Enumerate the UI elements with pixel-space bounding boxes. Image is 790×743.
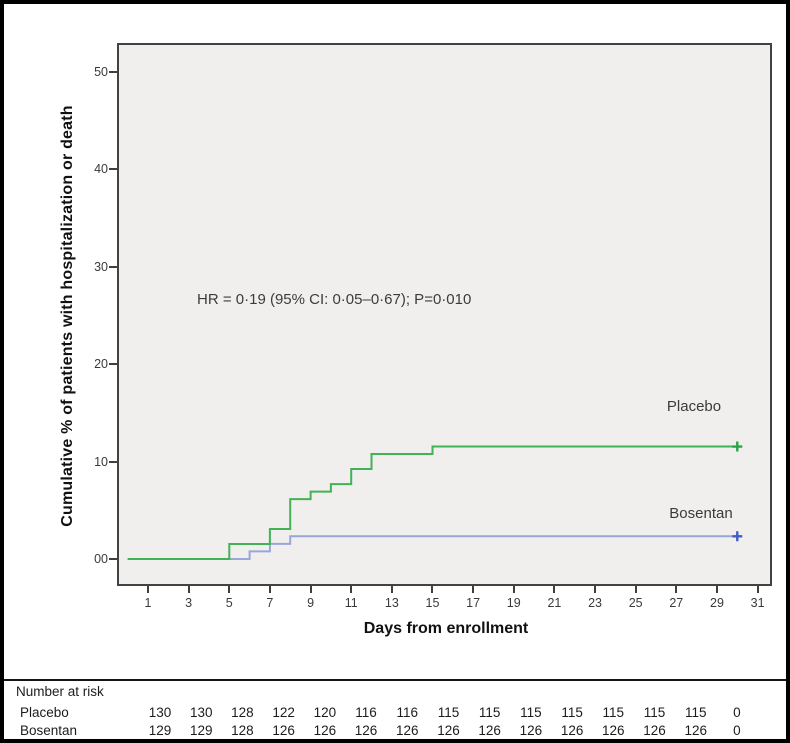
risk-cell: 116 xyxy=(355,705,377,720)
risk-cell: 126 xyxy=(602,723,625,738)
x-tick-label: 31 xyxy=(750,596,765,610)
risk-cell: 126 xyxy=(313,723,337,738)
y-tick-label: 50 xyxy=(94,64,108,79)
x-tick-mark xyxy=(634,586,637,593)
risk-cell: 0 xyxy=(733,723,741,738)
x-tick-mark xyxy=(715,586,718,593)
risk-cell: 126 xyxy=(560,723,584,738)
risk-cell: 115 xyxy=(643,705,666,720)
bosentan-censor-mark-icon xyxy=(732,531,743,542)
risk-cell: 126 xyxy=(643,723,666,738)
risk-cell: 126 xyxy=(272,723,295,738)
x-tick-mark xyxy=(268,586,271,593)
x-tick-mark xyxy=(228,586,231,593)
x-tick-mark xyxy=(187,586,190,593)
y-axis-title: Cumulative % of patients with hospitaliz… xyxy=(59,105,76,527)
x-tick-label: 19 xyxy=(506,596,521,610)
risk-cell: 129 xyxy=(189,723,213,738)
x-tick-label: 3 xyxy=(185,596,193,610)
x-tick-mark xyxy=(309,586,312,593)
x-tick-mark xyxy=(675,586,678,593)
y-tick-label: 00 xyxy=(94,552,108,566)
x-tick-label: 21 xyxy=(547,596,562,610)
x-tick-mark xyxy=(350,586,353,593)
risk-table-title: Number at risk xyxy=(16,684,104,699)
x-tick-label: 25 xyxy=(628,596,643,610)
risk-cell: 130 xyxy=(189,705,213,720)
risk-cell: 126 xyxy=(478,723,501,738)
risk-cell: 122 xyxy=(272,705,295,720)
plot-area xyxy=(117,43,772,586)
risk-cell: 126 xyxy=(354,723,378,738)
risk-cell: 115 xyxy=(602,705,625,720)
x-tick-label: 27 xyxy=(669,596,684,610)
y-tick-label: 40 xyxy=(94,162,108,177)
x-tick-label: 15 xyxy=(425,596,440,610)
risk-cell: 115 xyxy=(684,705,707,720)
risk-cell: 115 xyxy=(437,705,460,720)
x-tick-label: 7 xyxy=(266,596,274,610)
y-tick-mark xyxy=(109,265,117,268)
y-tick-label: 30 xyxy=(94,259,108,274)
x-tick-label: 17 xyxy=(466,596,481,610)
x-tick-mark xyxy=(512,586,515,593)
y-tick-mark xyxy=(109,168,117,171)
y-tick-label: 10 xyxy=(94,454,108,469)
risk-cell: 126 xyxy=(519,723,543,738)
risk-cell: 120 xyxy=(313,705,337,720)
bosentan-curve-label: Bosentan xyxy=(669,505,733,522)
x-tick-mark xyxy=(431,586,434,593)
x-tick-label: 9 xyxy=(307,596,315,610)
risk-cell: 126 xyxy=(684,723,707,738)
risk-cell: 115 xyxy=(520,705,542,720)
risk-row-label-placebo: Placebo xyxy=(20,705,69,720)
risk-cell: 128 xyxy=(231,705,254,720)
risk-cell: 115 xyxy=(478,705,501,720)
x-tick-mark xyxy=(594,586,597,593)
y-tick-mark xyxy=(109,460,117,463)
bosentan-curve xyxy=(127,535,742,560)
placebo-censor-mark-icon xyxy=(732,441,743,452)
risk-cell: 0 xyxy=(733,705,741,720)
placebo-curve-label: Placebo xyxy=(666,398,722,415)
placebo-curve xyxy=(127,445,742,560)
km-curves-svg xyxy=(127,441,743,560)
x-tick-mark xyxy=(756,586,759,593)
risk-row-label-bosentan: Bosentan xyxy=(20,723,78,738)
hazard-ratio-annotation: HR = 0·19 (95% CI: 0·05–0·67); P=0·010 xyxy=(197,291,472,308)
y-tick-mark xyxy=(109,363,117,366)
risk-cell: 126 xyxy=(437,723,460,738)
x-tick-mark xyxy=(553,586,556,593)
x-tick-label: 11 xyxy=(344,596,358,610)
x-tick-label: 1 xyxy=(144,596,152,610)
risk-cell: 130 xyxy=(148,705,172,720)
risk-cell: 116 xyxy=(396,705,419,720)
x-tick-mark xyxy=(147,586,149,593)
risk-cell: 115 xyxy=(561,705,583,720)
x-tick-label: 23 xyxy=(588,596,602,610)
x-tick-label: 29 xyxy=(710,596,724,610)
risk-cell: 126 xyxy=(395,723,419,738)
y-tick-mark xyxy=(109,70,117,73)
x-axis-title: Days from enrollment xyxy=(363,620,529,637)
risk-cell: 129 xyxy=(148,723,172,738)
x-tick-mark xyxy=(472,586,475,593)
risk-table-separator xyxy=(4,679,786,681)
y-tick-label: 20 xyxy=(94,357,108,372)
x-tick-label: 13 xyxy=(384,596,399,610)
risk-cell: 128 xyxy=(231,723,254,738)
y-tick-mark xyxy=(109,558,117,560)
x-tick-mark xyxy=(390,586,393,593)
x-tick-label: 5 xyxy=(225,596,233,610)
